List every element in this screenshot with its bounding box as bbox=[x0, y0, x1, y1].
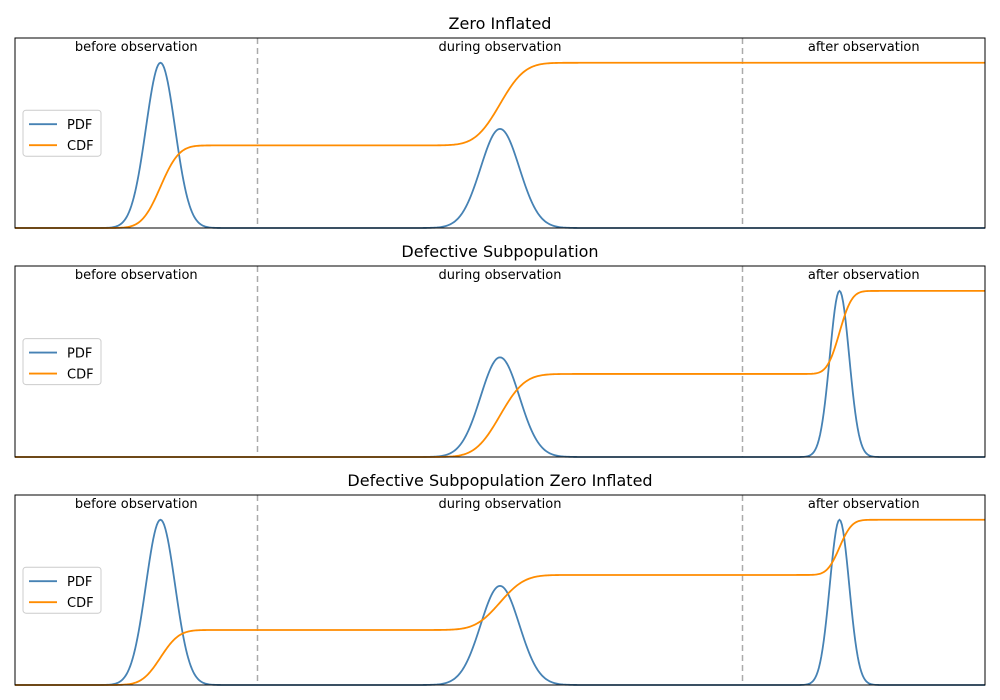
series-pdf-line bbox=[15, 289, 985, 458]
region-label: during observation bbox=[439, 497, 562, 512]
panel-3: Defective Subpopulation Zero Inflated bef… bbox=[14, 471, 986, 686]
legend: PDF CDF bbox=[22, 338, 102, 386]
axes-frame bbox=[14, 37, 986, 229]
series-pdf-line bbox=[15, 61, 985, 229]
axes-frame bbox=[14, 494, 986, 686]
region-label: during observation bbox=[439, 40, 562, 55]
panel-1: Zero Inflated before observation during ob… bbox=[14, 14, 986, 229]
legend-label-cdf: CDF bbox=[67, 139, 94, 154]
axes-frame bbox=[14, 265, 986, 458]
legend-label-cdf: CDF bbox=[67, 368, 94, 383]
series-cdf-line bbox=[15, 290, 985, 458]
panel-title: Zero Inflated bbox=[449, 14, 552, 33]
region-label: after observation bbox=[808, 40, 920, 55]
region-label: after observation bbox=[808, 497, 920, 512]
legend: PDF CDF bbox=[22, 566, 102, 614]
panel-title: Defective Subpopulation bbox=[401, 242, 598, 261]
legend-label-cdf: CDF bbox=[67, 596, 94, 611]
panel-2: Defective Subpopulation before observatio… bbox=[14, 242, 986, 458]
region-label: before observation bbox=[75, 40, 198, 55]
series-pdf-line bbox=[15, 518, 985, 686]
region-label: after observation bbox=[808, 268, 920, 283]
series-cdf-line bbox=[15, 61, 985, 229]
legend-label-pdf: PDF bbox=[67, 575, 92, 590]
panel-title: Defective Subpopulation Zero Inflated bbox=[347, 471, 652, 490]
legend-label-pdf: PDF bbox=[67, 347, 92, 362]
region-label: before observation bbox=[75, 497, 198, 512]
region-label: before observation bbox=[75, 268, 198, 283]
legend-label-pdf: PDF bbox=[67, 118, 92, 133]
series-cdf-line bbox=[15, 518, 985, 686]
region-label: during observation bbox=[439, 268, 562, 283]
legend: PDF CDF bbox=[22, 109, 102, 157]
